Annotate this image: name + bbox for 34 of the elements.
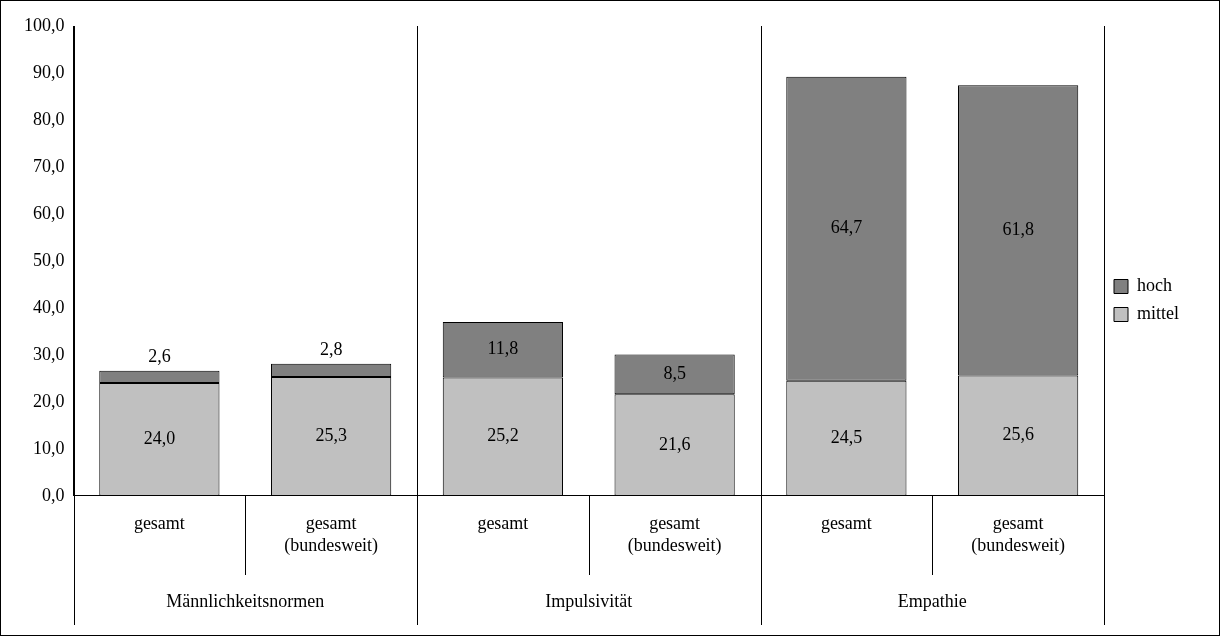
data-label: 61,8 (1002, 219, 1034, 240)
text: Impulsivität (545, 590, 633, 611)
legend-label: mittel (1137, 303, 1180, 324)
y-tick-label: 40,0 (33, 296, 65, 317)
data-label: 21,6 (658, 433, 691, 454)
x-tick-label: gesamt (bundesweit) (627, 513, 722, 556)
data-label: 2,6 (148, 345, 171, 366)
y-tick-label: 100,0 (24, 14, 65, 35)
data-label: 64,7 (830, 217, 863, 238)
data-label: 8,5 (663, 363, 686, 384)
y-tick-label: 30,0 (33, 343, 65, 364)
text: Empathie (897, 590, 967, 611)
y-tick-label: 20,0 (33, 390, 65, 411)
data-label: 25,6 (1002, 424, 1034, 445)
x-tick-label: gesamt (820, 513, 872, 534)
y-tick-label: 0,0 (42, 484, 65, 505)
y-tick-label: 90,0 (33, 61, 65, 82)
data-label: 25,3 (315, 425, 347, 446)
data-label: 25,2 (487, 425, 519, 446)
x-tick-label: gesamt (133, 513, 185, 534)
y-tick-label: 60,0 (33, 202, 65, 223)
x-tick-label: gesamt (477, 513, 529, 534)
y-tick-label: 70,0 (33, 155, 65, 176)
data-label: 24,5 (830, 426, 863, 447)
y-tick-label: 10,0 (33, 437, 65, 458)
y-tick-label: 50,0 (33, 249, 65, 270)
text: Männlichkeitsnormen (166, 590, 325, 611)
data-label: 24,0 (143, 428, 176, 449)
y-tick-label: 80,0 (33, 108, 65, 129)
x-tick-label: gesamt (bundesweit) (284, 513, 379, 556)
data-label: 11,8 (487, 338, 519, 359)
legend-label: hoch (1137, 275, 1173, 296)
x-tick-label: gesamt (bundesweit) (971, 513, 1066, 556)
data-label: 2,8 (319, 338, 343, 359)
